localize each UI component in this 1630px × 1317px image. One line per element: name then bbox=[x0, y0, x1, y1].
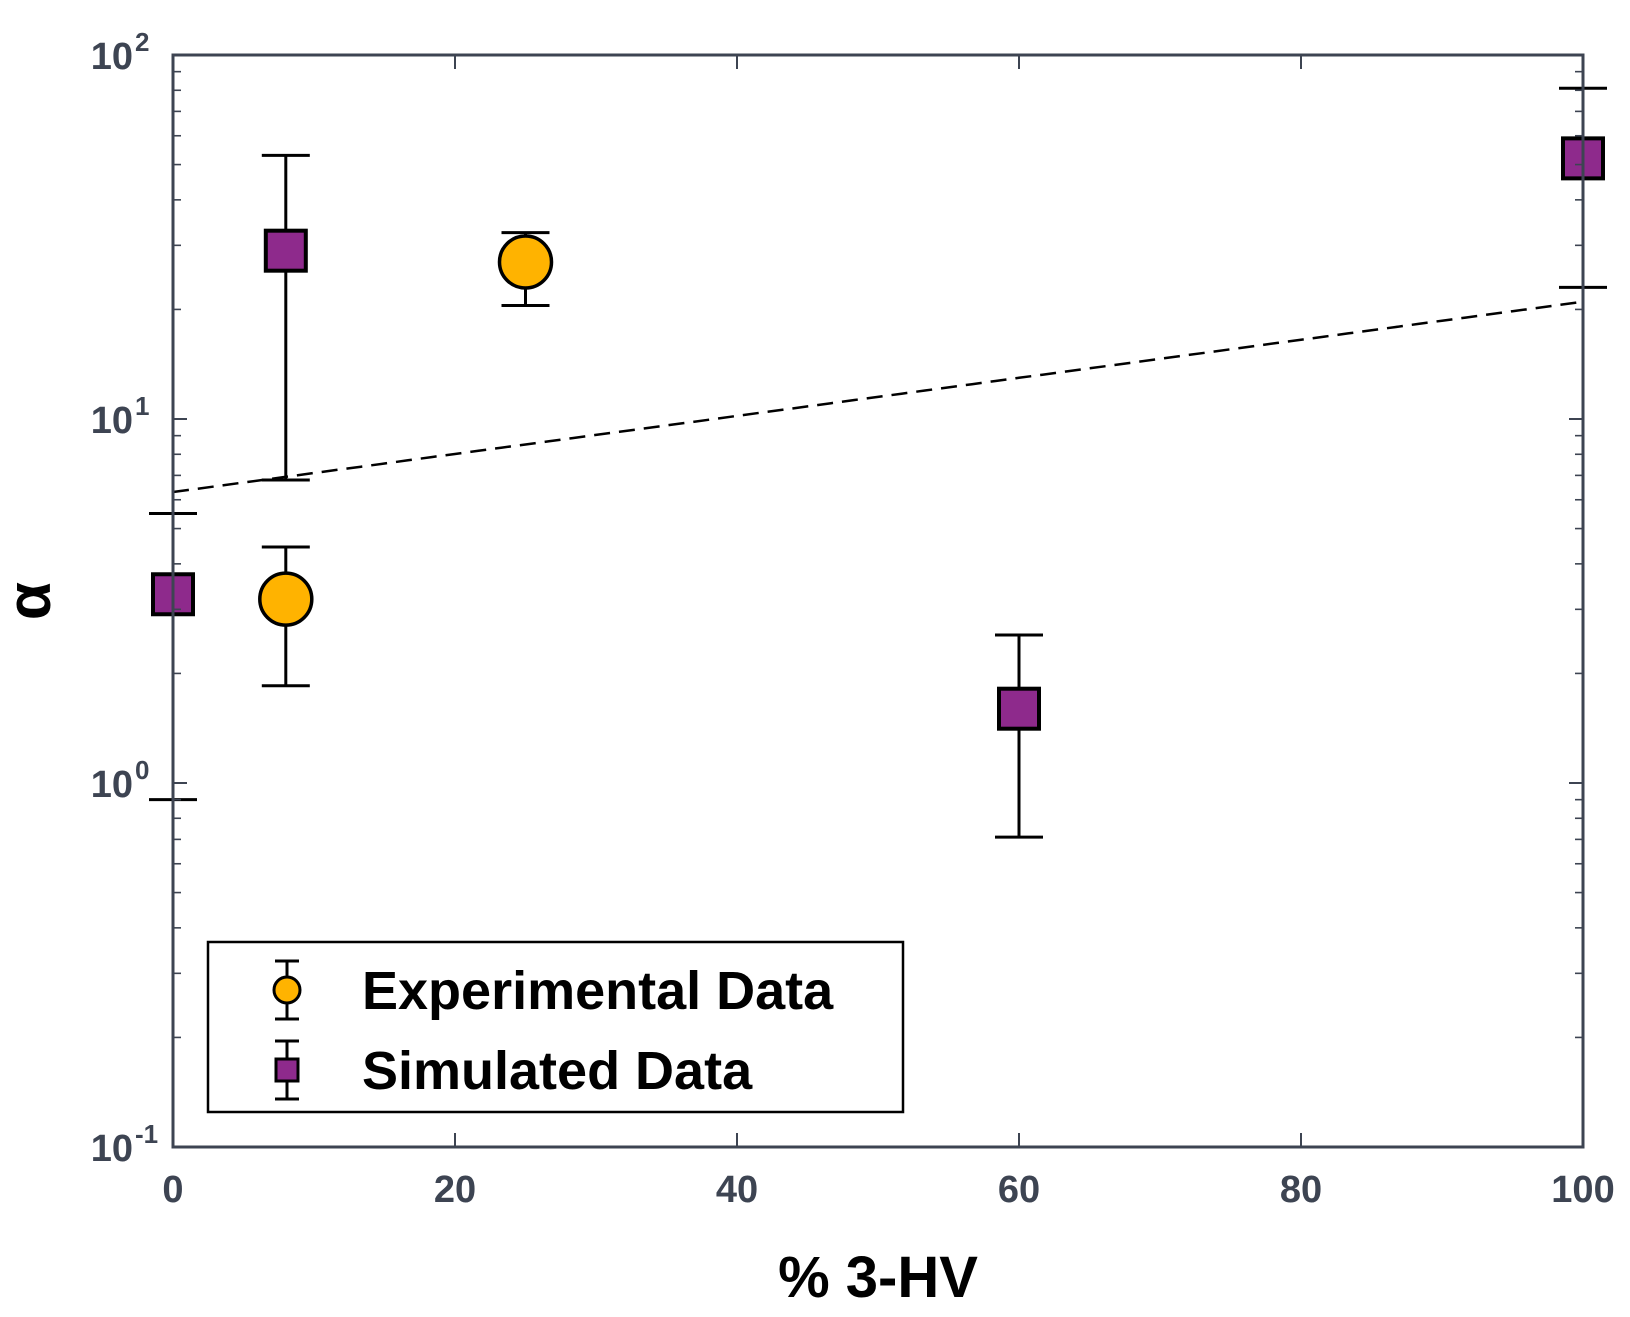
x-axis-title: % 3-HV bbox=[778, 1245, 978, 1310]
y-tick-exponent: 1 bbox=[135, 391, 149, 421]
legend-circle-marker bbox=[272, 975, 302, 1005]
legend-entries: Experimental Data Simulated Data bbox=[272, 959, 834, 1101]
legend-label: Simulated Data bbox=[362, 1041, 753, 1101]
x-tick-label: 60 bbox=[998, 1169, 1040, 1211]
fit-line bbox=[172, 300, 1584, 494]
y-tick-label: 10 bbox=[91, 764, 133, 806]
y-tick-exponent: 2 bbox=[135, 27, 149, 57]
legend-square-marker bbox=[274, 1057, 300, 1083]
y-tick-label: 10 bbox=[91, 36, 133, 78]
x-tick-label: 40 bbox=[716, 1169, 758, 1211]
y-tick-label: 10 bbox=[91, 1128, 133, 1170]
x-tick-labels: 0 20 40 60 80 100 bbox=[162, 1169, 1614, 1211]
legend-box bbox=[206, 940, 905, 1114]
plot-frame bbox=[171, 53, 1585, 1149]
y-tick-label: 10 bbox=[91, 400, 133, 442]
y-tick-exponent: 0 bbox=[135, 755, 149, 785]
simulated-data-point bbox=[997, 686, 1041, 731]
x-tick-label: 100 bbox=[1551, 1169, 1614, 1211]
fit-line-layer bbox=[172, 300, 1584, 494]
x-tick-label: 20 bbox=[434, 1169, 476, 1211]
y-tick-exponent: -1 bbox=[135, 1119, 158, 1149]
y-axis-title: α bbox=[0, 582, 64, 620]
marker-layer bbox=[151, 136, 1605, 731]
simulated-data-point bbox=[263, 228, 308, 273]
x-tick-label: 0 bbox=[162, 1169, 183, 1211]
x-tick-label: 80 bbox=[1280, 1169, 1322, 1211]
legend: Experimental Data Simulated Data bbox=[206, 940, 905, 1114]
experimental-data-point bbox=[497, 234, 554, 290]
legend-label: Experimental Data bbox=[362, 961, 834, 1021]
experimental-data-point bbox=[258, 571, 314, 627]
